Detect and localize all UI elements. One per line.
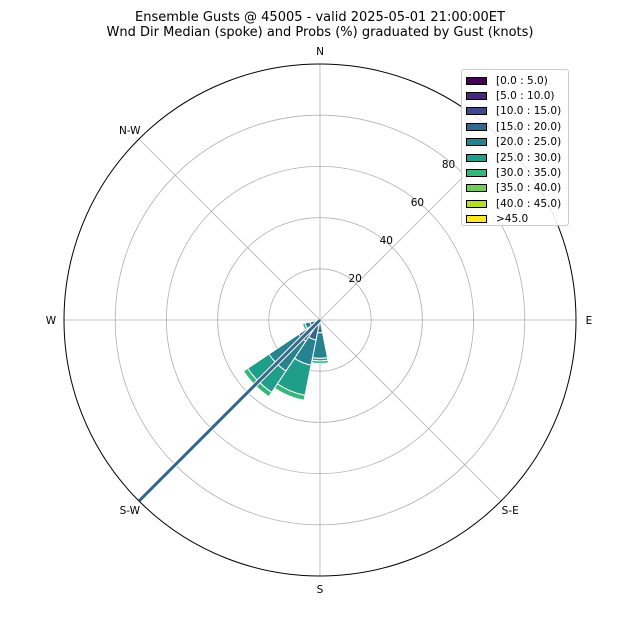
radial-gridline-n-w [138, 138, 321, 321]
legend-swatch [466, 153, 487, 162]
legend-entry: [0.0 : 5.0) [466, 73, 568, 88]
direction-label-s: S [317, 584, 324, 596]
chart-title-block: Ensemble Gusts @ 45005 - valid 2025-05-0… [0, 10, 640, 40]
legend-swatch [466, 184, 487, 193]
legend-entry: [15.0 : 20.0) [466, 119, 568, 134]
direction-label-e: E [586, 315, 593, 327]
radial-gridline-s-e [319, 319, 502, 502]
bar-180-bin-6 [310, 359, 330, 365]
legend-swatch [466, 215, 487, 224]
ring-gridline-40 [217, 217, 423, 423]
legend-entry: [25.0 : 30.0) [466, 150, 568, 165]
legend-label: [35.0 : 40.0) [496, 182, 562, 195]
radial-tick-label-60: 60 [411, 197, 424, 209]
rose-bars [242, 319, 330, 401]
ring-gridline-80 [114, 114, 526, 526]
bar-247.5-bin-6 [301, 322, 308, 331]
direction-label-n-w: N-W [119, 125, 141, 137]
legend-entry: [40.0 : 45.0) [466, 196, 568, 211]
legend-swatch [466, 169, 487, 178]
legend-entry: [35.0 : 40.0) [466, 181, 568, 196]
legend-label: [25.0 : 30.0) [496, 151, 562, 164]
chart-subtitle: Wnd Dir Median (spoke) and Probs (%) gra… [106, 25, 534, 40]
chart-title: Ensemble Gusts @ 45005 - valid 2025-05-0… [135, 10, 505, 25]
legend-label: [30.0 : 35.0) [496, 167, 562, 180]
radial-tick-label-40: 40 [380, 235, 393, 247]
legend-swatch [466, 199, 487, 208]
legend-entry: [20.0 : 25.0) [466, 135, 568, 150]
direction-label-w: W [46, 315, 57, 327]
legend-label: >45.0 [496, 213, 529, 226]
direction-label-s-e: S-E [502, 505, 519, 517]
legend-swatch [466, 107, 487, 116]
ring-gridline-20 [268, 268, 372, 372]
median-spoke [137, 318, 322, 503]
legend-swatch [466, 138, 487, 147]
legend-swatch [466, 76, 487, 85]
legend-label: [20.0 : 25.0) [496, 136, 562, 149]
legend-label: [10.0 : 15.0) [496, 105, 562, 118]
polar-outline [63, 63, 577, 577]
radial-tick-label-20: 20 [348, 273, 361, 285]
direction-label-s-w: S-W [120, 505, 141, 517]
legend-swatch [466, 92, 487, 101]
radial-tick-label-80: 80 [442, 159, 455, 171]
direction-label-n: N [316, 46, 324, 58]
legend-label: [15.0 : 20.0) [496, 120, 562, 133]
legend-swatch [466, 122, 487, 131]
legend: [0.0 : 5.0) [5.0 : 10.0) [10.0 : 15.0) [15.… [461, 69, 569, 226]
ring-gridline-60 [165, 165, 475, 475]
legend-label: [0.0 : 5.0) [496, 74, 548, 87]
legend-entry: [10.0 : 15.0) [466, 104, 568, 119]
legend-entry: >45.0 [466, 212, 568, 227]
legend-label: [5.0 : 10.0) [496, 90, 555, 103]
legend-label: [40.0 : 45.0) [496, 197, 562, 210]
polar-frame [63, 63, 577, 577]
legend-entry: [30.0 : 35.0) [466, 165, 568, 180]
median-spoke-line [137, 318, 322, 503]
legend-entry: [5.0 : 10.0) [466, 88, 568, 103]
